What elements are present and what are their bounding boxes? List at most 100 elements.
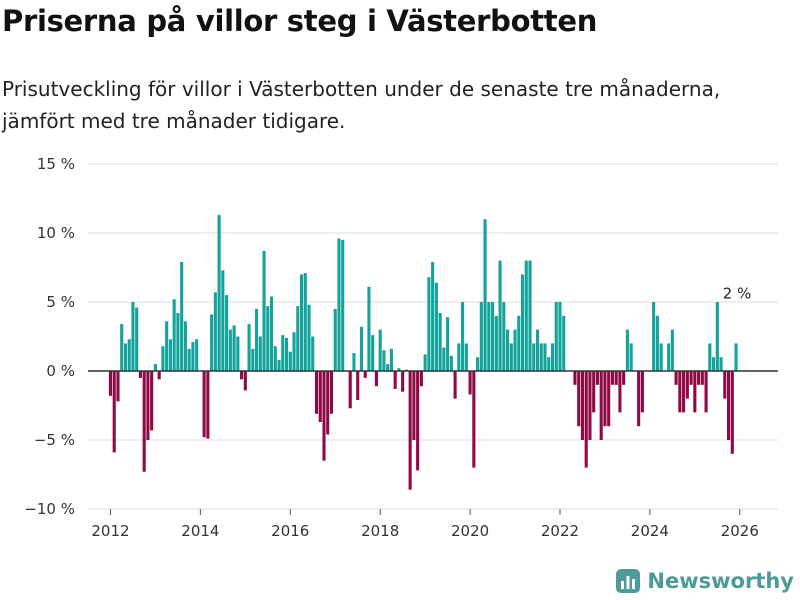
x-tick-label: 2018: [361, 522, 399, 540]
bar: [243, 371, 247, 391]
bar: [416, 371, 420, 471]
bar: [303, 273, 307, 371]
bar: [161, 346, 165, 371]
bar: [135, 307, 139, 371]
bar: [307, 304, 311, 371]
bar: [637, 371, 641, 427]
bar: [457, 343, 461, 371]
bar: [427, 277, 431, 371]
bar: [700, 371, 704, 385]
bar: [618, 371, 622, 413]
bar: [419, 371, 423, 387]
bar: [547, 357, 551, 371]
bar: [228, 329, 232, 371]
bar: [659, 343, 663, 371]
bar: [352, 353, 356, 371]
bar: [367, 286, 371, 371]
bar: [386, 364, 390, 371]
bar: [112, 371, 116, 453]
bar: [172, 299, 176, 371]
bar: [487, 302, 491, 371]
bar: [142, 371, 146, 472]
bar: [120, 324, 124, 371]
bar: [423, 354, 427, 371]
bar: [270, 296, 274, 371]
bar: [667, 343, 671, 371]
bar: [520, 274, 525, 371]
bar: [708, 343, 712, 371]
bar: [468, 371, 472, 395]
y-axis: 15 % 10 % 5 % 0 % −5 % −10 %: [24, 155, 75, 518]
bar: [517, 315, 521, 371]
bar: [588, 371, 592, 440]
bar: [577, 371, 581, 427]
bar: [281, 335, 285, 371]
bar: [247, 324, 251, 371]
bar: [397, 368, 401, 371]
bar: [693, 371, 697, 413]
bar: [393, 371, 397, 389]
bar: [123, 343, 128, 371]
bar: [494, 315, 498, 371]
bar: [108, 371, 113, 396]
bar: [704, 371, 708, 413]
bar: [697, 371, 701, 385]
bar: [378, 329, 382, 371]
bar: [461, 302, 465, 371]
bar: [329, 371, 334, 414]
x-tick-label: 2026: [721, 522, 759, 540]
bar: [382, 350, 386, 371]
bar: [629, 343, 633, 371]
last-value-label: 2 %: [723, 284, 752, 302]
brand-name: Newsworthy: [647, 569, 794, 593]
bar: [341, 239, 345, 371]
bar: [640, 371, 644, 413]
bar: [153, 364, 157, 371]
bar: [595, 371, 599, 385]
bar: [359, 326, 364, 371]
bar: [434, 282, 438, 371]
bar: [472, 371, 476, 468]
bar: [326, 371, 330, 435]
y-tick-label: 15 %: [37, 155, 75, 173]
newsworthy-logo-icon: [616, 569, 641, 593]
bar: [727, 371, 731, 440]
bar: [322, 371, 326, 461]
bar: [165, 321, 169, 371]
x-tick-label: 2014: [181, 522, 219, 540]
bar: [296, 306, 300, 371]
bar: [195, 339, 199, 371]
bar: [670, 329, 674, 371]
bar: [483, 219, 487, 371]
bar: [476, 357, 480, 371]
bar: [610, 371, 614, 385]
bar: [580, 371, 585, 440]
bar: [277, 359, 281, 371]
bar: [225, 295, 229, 371]
bar: [652, 302, 656, 371]
bar: [535, 329, 540, 371]
x-tick-label: 2020: [451, 522, 489, 540]
y-tick-label: 10 %: [37, 224, 75, 242]
bar: [210, 314, 214, 371]
bar: [408, 371, 412, 490]
bar: [655, 315, 659, 371]
bar: [221, 270, 225, 371]
bar: [513, 329, 517, 371]
x-tick-label: 2022: [541, 522, 579, 540]
bar: [719, 357, 723, 371]
bar: [558, 302, 562, 371]
bar: [442, 347, 446, 371]
bar: [206, 371, 210, 439]
chart-subtitle: Prisutveckling för villor i Västerbotten…: [2, 77, 721, 133]
bar: [232, 325, 236, 371]
bar: [689, 371, 693, 385]
bar: [273, 346, 277, 371]
bar: [146, 371, 150, 440]
bar-series: [108, 215, 738, 490]
bar: [127, 339, 131, 371]
bar: [337, 238, 341, 371]
bar: [374, 371, 378, 387]
bar: [371, 335, 375, 371]
bar-chart: 15 % 10 % 5 % 0 % −5 % −10 % 2012 2014 2016 2018…: [24, 155, 778, 540]
